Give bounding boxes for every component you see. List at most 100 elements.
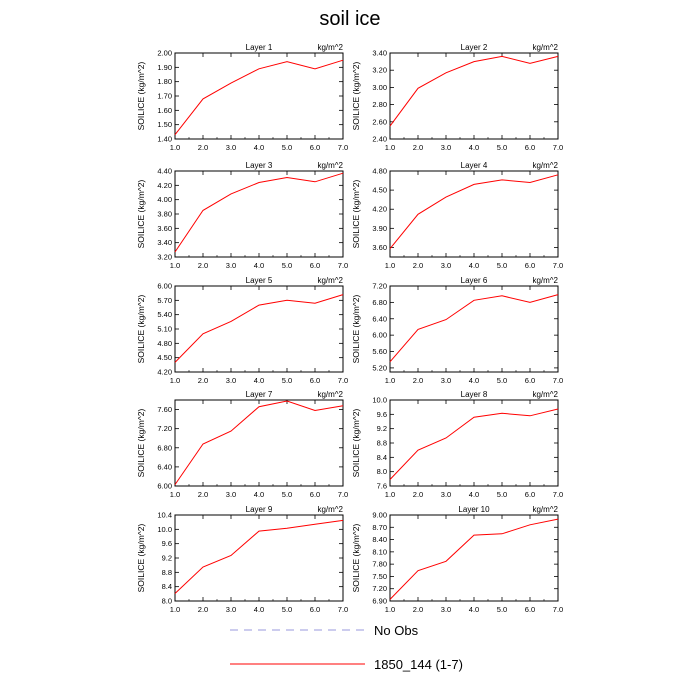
y-tick-label: 10.0 <box>157 525 172 534</box>
x-tick-label: 2.0 <box>198 143 208 152</box>
panel-layer-2: Layer 2 kg/m^2 1.0 2.0 3.0 4.0 5.0 6.0 7.0 2.40 2.… <box>351 43 563 152</box>
x-tick-label: 7.0 <box>338 143 348 152</box>
panel-units: kg/m^2 <box>317 161 343 170</box>
x-tick-label: 3.0 <box>226 261 236 270</box>
y-tick-label: 8.4 <box>377 453 387 462</box>
y-tick-label: 2.80 <box>372 100 387 109</box>
panel-title: Layer 4 <box>461 161 488 170</box>
y-tick-label: 10.4 <box>157 511 172 520</box>
y-tick-label: 10.0 <box>372 396 387 405</box>
panel-title: Layer 6 <box>461 276 488 285</box>
series-line <box>389 518 559 600</box>
y-tick-label: 4.50 <box>157 353 172 362</box>
panel-units: kg/m^2 <box>317 276 343 285</box>
x-tick-label: 6.0 <box>525 490 535 499</box>
y-tick-label: 5.20 <box>372 363 387 372</box>
y-tick-label: 9.6 <box>377 410 387 419</box>
x-tick-label: 7.0 <box>338 376 348 385</box>
y-tick-label: 2.60 <box>372 117 387 126</box>
y-tick-label: 9.00 <box>372 511 387 520</box>
series-line <box>389 408 559 480</box>
panel-units: kg/m^2 <box>317 390 343 399</box>
y-tick-label: 8.8 <box>377 439 387 448</box>
x-tick-label: 4.0 <box>254 143 264 152</box>
x-tick-label: 3.0 <box>226 376 236 385</box>
y-tick-label: 7.20 <box>372 282 387 291</box>
series-line <box>174 172 344 253</box>
y-tick-label: 7.20 <box>157 424 172 433</box>
y-tick-label: 6.40 <box>372 314 387 323</box>
x-tick-label: 6.0 <box>525 605 535 614</box>
panel-title: Layer 3 <box>246 161 273 170</box>
x-tick-label: 4.0 <box>254 376 264 385</box>
x-tick-label: 1.0 <box>385 376 395 385</box>
y-tick-label: 6.00 <box>372 331 387 340</box>
x-tick-label: 4.0 <box>254 605 264 614</box>
x-tick-label: 6.0 <box>310 605 320 614</box>
panel-layer-6: Layer 6 kg/m^2 1.0 2.0 3.0 4.0 5.0 6.0 7.0 5.20 5.… <box>351 276 563 385</box>
y-tick-label: 6.80 <box>157 443 172 452</box>
legend: No Obs 1850_144 (1-7) <box>230 623 463 672</box>
chart-panels: Layer 1 kg/m^21.0 2.0 3.0 4.0 5.0 6.0 7.01.401.… <box>136 43 563 614</box>
x-tick-label: 1.0 <box>170 143 180 152</box>
x-tick-label: 6.0 <box>525 261 535 270</box>
x-tick-label: 7.0 <box>553 376 563 385</box>
y-tick-label: 1.40 <box>157 135 172 144</box>
y-tick-label: 6.00 <box>157 282 172 291</box>
panel-title: Layer 8 <box>461 390 488 399</box>
panel-units: kg/m^2 <box>532 505 558 514</box>
panel-layer-4: Layer 4 kg/m^2 1.0 2.0 3.0 4.0 5.0 6.0 7.0 3.60 3.… <box>351 161 563 270</box>
x-tick-label: 3.0 <box>226 605 236 614</box>
y-tick-label: 6.00 <box>157 482 172 491</box>
x-tick-label: 5.0 <box>282 261 292 270</box>
series-line <box>174 519 344 594</box>
y-tick-label: 2.40 <box>372 135 387 144</box>
panel-units: kg/m^2 <box>317 43 343 52</box>
x-tick-label: 2.0 <box>198 490 208 499</box>
y-tick-label: 1.60 <box>157 106 172 115</box>
y-axis-label: SOILICE (kg/m^2) <box>351 408 361 477</box>
x-tick-label: 3.0 <box>226 490 236 499</box>
x-tick-label: 5.0 <box>497 261 507 270</box>
y-tick-label: 6.90 <box>372 597 387 606</box>
panel-layer-1: Layer 1 kg/m^2 1.0 2.0 3.0 4.0 5.0 6.0 7.0 1.40 1.… <box>136 43 348 152</box>
plot-frame <box>174 514 344 602</box>
y-tick-label: 5.40 <box>157 310 172 319</box>
x-tick-label: 3.0 <box>441 143 451 152</box>
y-tick-label: 8.70 <box>372 523 387 532</box>
series-line <box>174 294 344 363</box>
y-tick-label: 4.40 <box>157 167 172 176</box>
plot-frame <box>389 285 559 373</box>
y-tick-label: 4.80 <box>157 339 172 348</box>
y-tick-label: 1.90 <box>157 63 172 72</box>
legend-series-label: 1850_144 (1-7) <box>374 657 463 672</box>
x-tick-label: 1.0 <box>170 376 180 385</box>
panel-units: kg/m^2 <box>532 43 558 52</box>
x-tick-label: 4.0 <box>469 605 479 614</box>
y-tick-label: 9.6 <box>162 539 172 548</box>
y-tick-label: 7.20 <box>372 584 387 593</box>
y-tick-label: 4.20 <box>157 368 172 377</box>
y-tick-label: 3.20 <box>372 66 387 75</box>
x-tick-label: 4.0 <box>469 490 479 499</box>
y-tick-label: 4.00 <box>157 195 172 204</box>
y-tick-label: 8.8 <box>162 568 172 577</box>
y-axis-label: SOILICE (kg/m^2) <box>351 523 361 592</box>
x-tick-label: 7.0 <box>553 261 563 270</box>
x-tick-label: 3.0 <box>441 376 451 385</box>
panel-title: Layer 10 <box>458 505 490 514</box>
x-tick-label: 2.0 <box>413 143 423 152</box>
y-tick-label: 3.60 <box>157 224 172 233</box>
y-tick-label: 5.60 <box>372 347 387 356</box>
x-tick-label: 4.0 <box>469 376 479 385</box>
x-tick-label: 5.0 <box>497 605 507 614</box>
x-tick-label: 2.0 <box>413 261 423 270</box>
x-tick-label: 6.0 <box>310 143 320 152</box>
x-tick-label: 2.0 <box>413 605 423 614</box>
x-tick-label: 5.0 <box>282 376 292 385</box>
y-tick-label: 7.6 <box>377 482 387 491</box>
x-tick-label: 5.0 <box>497 490 507 499</box>
x-tick-label: 1.0 <box>385 143 395 152</box>
y-tick-label: 1.80 <box>157 77 172 86</box>
